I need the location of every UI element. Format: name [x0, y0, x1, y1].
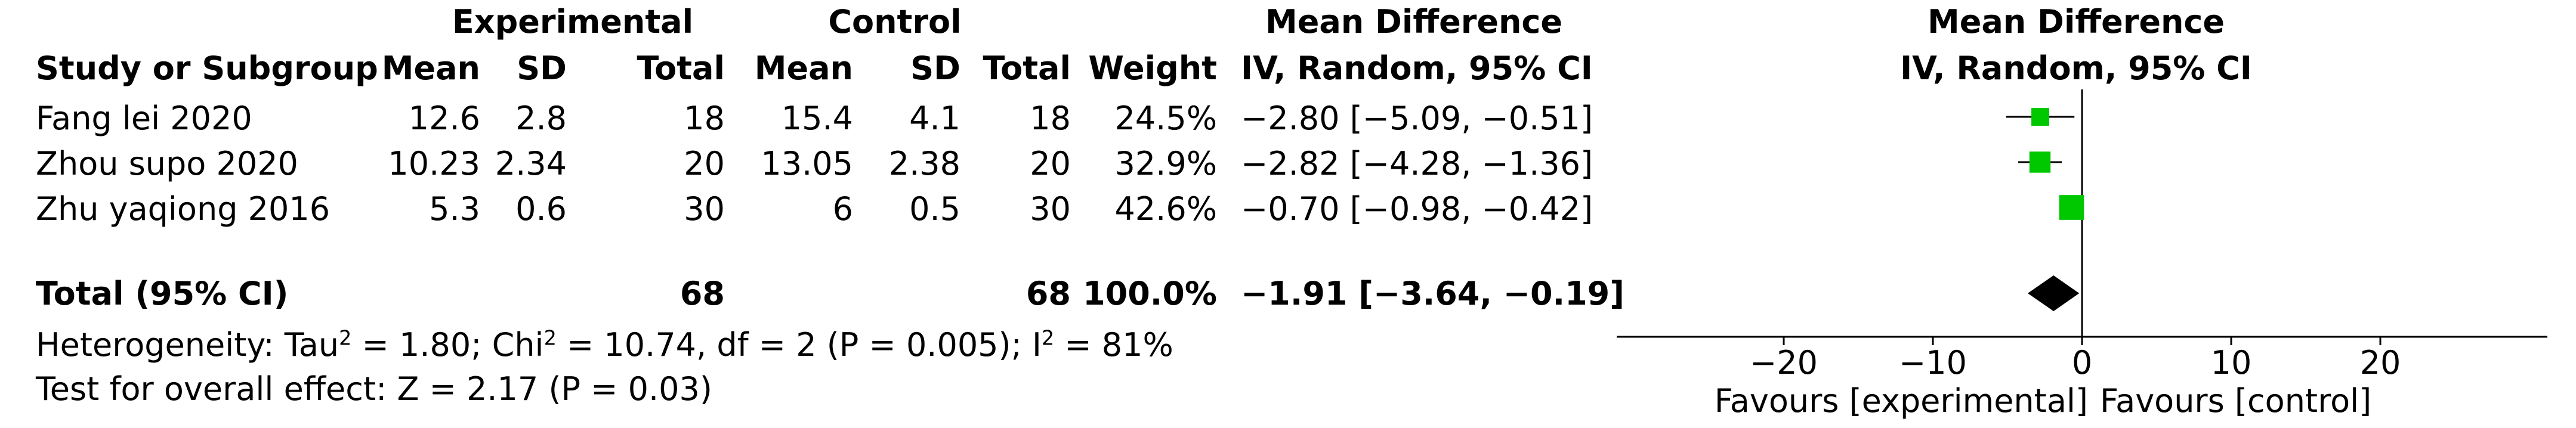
col-header-md-ci: IV, Random, 95% CI [1241, 49, 1593, 87]
study-name: Zhu yaqiong 2016 [36, 190, 331, 228]
summary-diamond [2028, 275, 2080, 311]
exp-total: 30 [684, 190, 725, 228]
ctrl-mean: 13.05 [761, 145, 853, 182]
exp-total: 20 [684, 145, 725, 182]
total-ctrl: 68 [1026, 275, 1071, 312]
x-tick-label: 0 [2072, 344, 2092, 382]
overall-effect-text: Test for overall effect: Z = 2.17 (P = 0… [36, 370, 712, 408]
total-exp: 68 [679, 275, 725, 312]
study-name: Zhou supo 2020 [36, 145, 298, 182]
favours-experimental-label: Favours [experimental] [1714, 382, 2088, 420]
x-tick-label: −10 [1899, 344, 1967, 382]
total-weight: 100.0% [1083, 275, 1217, 312]
study-markers [2006, 108, 2084, 220]
exp-sd: 2.34 [495, 145, 567, 182]
x-tick-label: −20 [1750, 344, 1818, 382]
exp-mean: 5.3 [429, 190, 480, 228]
heterogeneity-text: Heterogeneity: Tau2 = 1.80; Chi2 = 10.74… [36, 326, 1173, 364]
study-name: Fang lei 2020 [36, 100, 252, 137]
ctrl-mean: 15.4 [781, 100, 853, 137]
weight: 24.5% [1114, 100, 1217, 137]
md-ci: −2.82 [−4.28, −1.36] [1241, 145, 1593, 182]
md-ci: −0.70 [−0.98, −0.42] [1241, 190, 1593, 228]
col-header-exp-total: Total [637, 49, 725, 87]
ctrl-sd: 4.1 [909, 100, 960, 137]
exp-sd: 2.8 [515, 100, 567, 137]
favours-control-label: Favours [control] [2100, 382, 2372, 420]
ctrl-total: 30 [1030, 190, 1071, 228]
plot-header-title: Mean Difference [1927, 3, 2225, 41]
x-tick-label: 20 [2360, 344, 2401, 382]
ctrl-mean: 6 [832, 190, 853, 228]
col-header-study: Study or Subgroup [36, 49, 378, 87]
ctrl-total: 20 [1030, 145, 1071, 182]
plot-header-subtitle: IV, Random, 95% CI [1900, 49, 2252, 87]
col-header-ctrl-total: Total [983, 49, 1071, 87]
weight: 42.6% [1114, 190, 1217, 228]
study-point [2059, 195, 2084, 220]
total-label: Total (95% CI) [36, 275, 289, 312]
col-header-ctrl-mean: Mean [754, 49, 853, 87]
col-header-ctrl-sd: SD [910, 49, 960, 87]
col-header-exp-sd: SD [517, 49, 567, 87]
exp-sd: 0.6 [515, 190, 567, 228]
col-header-weight: Weight [1088, 49, 1217, 87]
total-md-ci: −1.91 [−3.64, −0.19] [1241, 275, 1624, 312]
study-point [2029, 151, 2051, 173]
x-tick-label: 10 [2211, 344, 2252, 382]
group-header-experimental: Experimental [452, 3, 694, 41]
exp-mean: 12.6 [408, 100, 480, 137]
group-header-mean-difference: Mean Difference [1265, 3, 1563, 41]
exp-mean: 10.23 [388, 145, 480, 182]
x-axis-ticks: −20 −10 0 10 20 [1750, 337, 2401, 382]
exp-total: 18 [684, 100, 725, 137]
md-ci: −2.80 [−5.09, −0.51] [1241, 100, 1593, 137]
ctrl-sd: 2.38 [888, 145, 960, 182]
col-header-exp-mean: Mean [381, 49, 480, 87]
ctrl-sd: 0.5 [909, 190, 960, 228]
weight: 32.9% [1114, 145, 1217, 182]
ctrl-total: 18 [1030, 100, 1071, 137]
group-header-control: Control [828, 3, 962, 41]
study-point [2031, 108, 2049, 126]
